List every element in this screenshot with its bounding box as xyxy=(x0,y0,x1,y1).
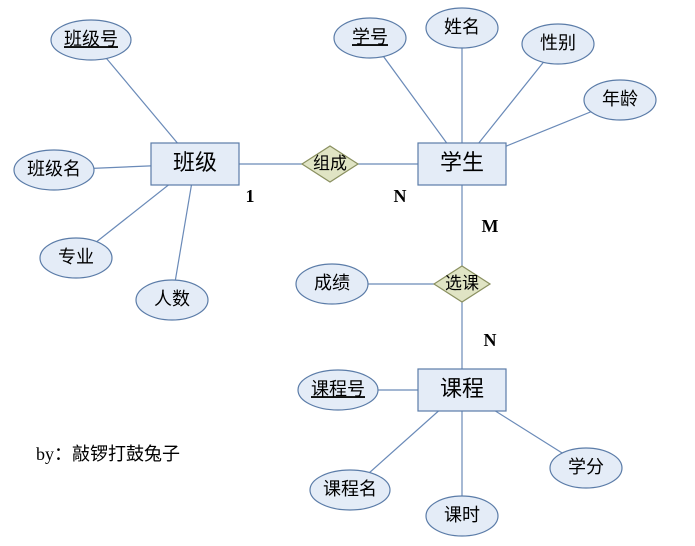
attribute-label: 课程号 xyxy=(311,379,365,399)
author-prefix: by： xyxy=(36,444,72,464)
attribute-label: 人数 xyxy=(154,289,190,309)
cardinality-label: 1 xyxy=(246,186,255,206)
entity-label: 学生 xyxy=(440,150,484,175)
relationship-label: 组成 xyxy=(313,154,347,173)
entity-label: 班级 xyxy=(173,150,217,175)
cardinality-label: M xyxy=(482,216,499,236)
attribute-label: 课程名 xyxy=(323,479,377,499)
attribute-label: 学号 xyxy=(352,27,388,47)
entity-label: 课程 xyxy=(440,376,484,401)
attribute-label: 年龄 xyxy=(602,89,638,109)
author-name: 敲锣打鼓兔子 xyxy=(72,444,180,464)
attribute-label: 课时 xyxy=(444,505,480,525)
attribute-label: 班级名 xyxy=(27,159,81,179)
relationship-label: 选课 xyxy=(445,274,479,293)
attribute-label: 成绩 xyxy=(314,273,350,293)
attribute-label: 专业 xyxy=(58,247,94,267)
attribute-label: 姓名 xyxy=(444,17,480,37)
cardinality-label: N xyxy=(394,186,407,206)
attribute-label: 性别 xyxy=(540,33,576,53)
attribute-label: 学分 xyxy=(568,457,604,477)
cardinality-label: N xyxy=(484,330,497,350)
attribute-label: 班级号 xyxy=(64,29,118,49)
author-credit: by：敲锣打鼓兔子 xyxy=(36,440,180,466)
